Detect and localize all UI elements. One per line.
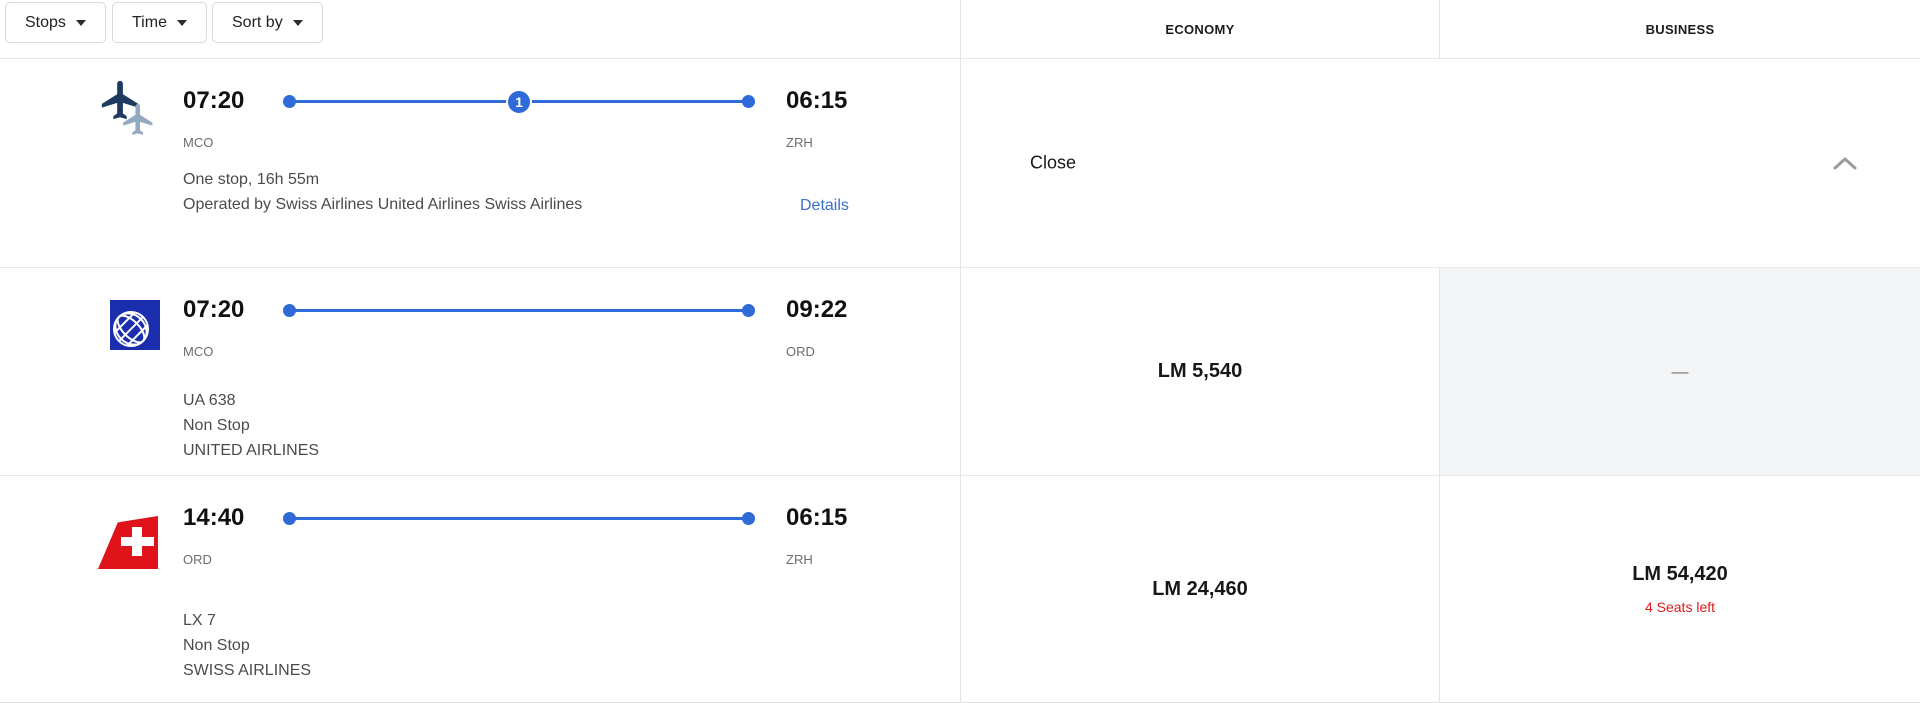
- stops-text: Non Stop: [183, 637, 250, 654]
- departure-airport-code: ORD: [183, 552, 212, 567]
- stop-summary: One stop, 16h 55m: [183, 171, 320, 188]
- segment-meta: UA 638 Non Stop UNITED AIRLINES: [183, 388, 588, 463]
- flight-timeline: 1: [283, 89, 755, 115]
- segment-row-united[interactable]: 07:20 MCO 09:22 ORD UA 638 Non Stop UNIT…: [0, 267, 961, 475]
- timeline-end-dot: [742, 95, 755, 108]
- economy-fare-cell[interactable]: LM 24,460: [961, 475, 1440, 702]
- departure-time: 07:20: [183, 87, 245, 114]
- timeline-start-dot: [283, 304, 296, 317]
- caret-down-icon: [176, 19, 187, 26]
- operated-by-text: Operated by Swiss Airlines United Airlin…: [183, 196, 583, 213]
- fare-panel-expanded[interactable]: Close: [961, 58, 1920, 267]
- flight-number: LX 7: [183, 612, 216, 629]
- timeline-line: [289, 517, 749, 520]
- multi-carrier-planes-icon: [98, 77, 164, 143]
- caret-down-icon: [292, 19, 303, 26]
- arrival-airport-code: ZRH: [786, 135, 813, 150]
- itinerary-meta: One stop, 16h 55m Operated by Swiss Airl…: [183, 167, 588, 217]
- sort-by-button[interactable]: Sort by: [212, 2, 323, 43]
- business-column-header: BUSINESS: [1645, 21, 1715, 37]
- flight-timeline: [283, 512, 755, 526]
- united-airlines-logo: [110, 300, 160, 350]
- airline-name: SWISS AIRLINES: [183, 662, 312, 679]
- time-filter-button[interactable]: Time: [112, 2, 207, 43]
- filter-bar: Stops Time Sort by: [0, 0, 961, 58]
- timeline-end-dot: [742, 512, 755, 525]
- arrival-airport-code: ZRH: [786, 552, 813, 567]
- business-fare-cell[interactable]: LM 54,420 4 Seats left: [1440, 475, 1920, 702]
- fare-unavailable-dash: —: [1671, 361, 1689, 381]
- arrival-time: 06:15: [786, 504, 848, 531]
- airplane-icon: [101, 80, 139, 120]
- flight-number: UA 638: [183, 392, 236, 409]
- caret-down-icon: [75, 19, 86, 26]
- arrival-time: 09:22: [786, 296, 848, 323]
- business-fare-cell-unavailable: —: [1440, 267, 1920, 475]
- stop-count-badge: 1: [506, 89, 532, 115]
- itinerary-summary-row[interactable]: 07:20 MCO 1 06:15 ZRH One stop, 16h 55m …: [0, 58, 961, 267]
- business-price: LM 54,420: [1632, 563, 1728, 585]
- segment-meta: LX 7 Non Stop SWISS AIRLINES: [183, 608, 588, 683]
- swiss-airlines-logo: [98, 516, 158, 569]
- departure-airport-code: MCO: [183, 135, 214, 150]
- flight-timeline: [283, 304, 755, 318]
- arrival-time: 06:15: [786, 87, 848, 114]
- stops-filter-label: Stops: [25, 13, 66, 31]
- sort-by-label: Sort by: [232, 13, 283, 31]
- economy-price: LM 24,460: [1152, 577, 1248, 600]
- stops-text: Non Stop: [183, 417, 250, 434]
- economy-column-header: ECONOMY: [961, 0, 1440, 58]
- segment-row-swiss[interactable]: 14:40 ORD 06:15 ZRH LX 7 Non Stop SWISS …: [0, 475, 961, 702]
- economy-fare-cell[interactable]: LM 5,540: [961, 267, 1440, 475]
- timeline-line: [289, 309, 749, 312]
- stops-filter-button[interactable]: Stops: [5, 2, 106, 43]
- timeline-start-dot: [283, 512, 296, 525]
- airplane-icon: [123, 104, 153, 135]
- timeline-start-dot: [283, 95, 296, 108]
- details-link[interactable]: Details: [800, 197, 849, 214]
- arrival-airport-code: ORD: [786, 344, 815, 359]
- departure-airport-code: MCO: [183, 344, 214, 359]
- economy-price: LM 5,540: [1157, 360, 1243, 382]
- departure-time: 14:40: [183, 504, 245, 531]
- chevron-up-icon[interactable]: [1832, 155, 1858, 171]
- seats-left-note: 4 Seats left: [1644, 599, 1716, 615]
- airline-name: UNITED AIRLINES: [183, 442, 320, 459]
- departure-time: 07:20: [183, 296, 245, 323]
- timeline-end-dot: [742, 304, 755, 317]
- time-filter-label: Time: [132, 13, 167, 31]
- close-label: Close: [1030, 152, 1077, 173]
